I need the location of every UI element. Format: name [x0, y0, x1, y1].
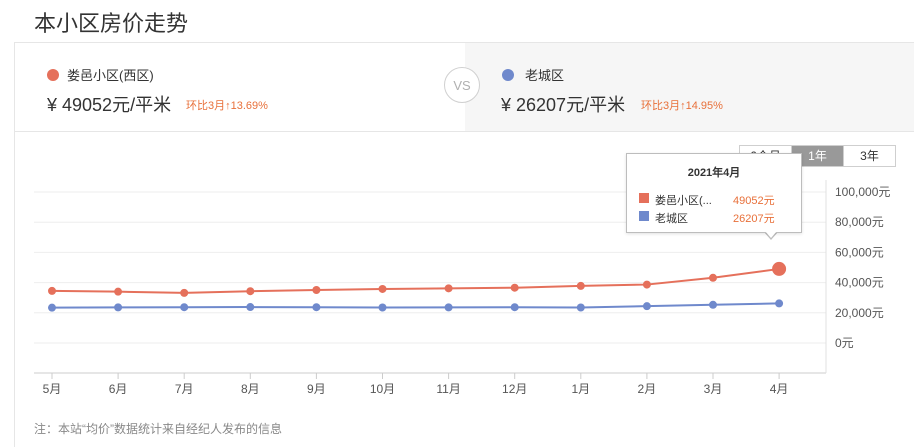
y-tick-label: 20,000元 [835, 306, 884, 320]
data-point [114, 287, 123, 296]
data-point [180, 303, 189, 312]
compare-left: 娄邑小区(西区) ¥ 49052元/平米 环比3月↑13.69% [15, 43, 464, 131]
data-point [444, 303, 453, 312]
data-point [312, 285, 321, 294]
data-point [246, 287, 255, 296]
tooltip-title: 2021年4月 [687, 167, 741, 179]
x-tick-label: 10月 [370, 382, 395, 396]
data-point [312, 303, 321, 312]
x-tick-label: 12月 [502, 382, 527, 396]
data-point [114, 303, 123, 312]
data-point [180, 288, 189, 297]
range-tab-1-year[interactable]: 1年 [792, 146, 844, 166]
tooltip-series-value: 26207元 [733, 213, 775, 225]
y-tick-label: 100,000元 [835, 185, 890, 199]
range-tab-3-years[interactable]: 3年 [844, 146, 895, 166]
x-tick-label: 5月 [43, 382, 62, 396]
data-point [510, 303, 519, 312]
tooltip-swatch-icon [639, 193, 649, 203]
tooltip-swatch-icon [639, 211, 649, 221]
left-price: ¥ 49052元/平米 [47, 95, 172, 115]
tooltip-series-name: 老城区 [655, 213, 688, 225]
y-tick-label: 40,000元 [835, 276, 884, 290]
x-tick-label: 2月 [638, 382, 657, 396]
footnote: 注：本站“均价”数据统计来自经纪人发布的信息 [34, 422, 282, 436]
right-area-name: 老城区 [525, 68, 565, 83]
x-tick-label: 3月 [704, 382, 723, 396]
data-point [775, 299, 784, 308]
tooltip-row-community: 娄邑小区(... 49052元 [639, 192, 799, 207]
data-point [246, 303, 255, 312]
series-line [51, 267, 780, 294]
x-tick-label: 6月 [109, 382, 128, 396]
data-point [576, 303, 585, 312]
left-change: 环比3月↑13.69% [186, 100, 268, 112]
x-tick-label: 4月 [770, 382, 789, 396]
tooltip-series-name: 娄邑小区(... [655, 195, 712, 207]
right-series-dot-icon [502, 69, 514, 81]
data-point [378, 284, 387, 293]
x-tick-label: 9月 [307, 382, 326, 396]
chart-tooltip: 2021年4月 娄邑小区(... 49052元 老城区 26207元 [626, 153, 802, 233]
data-point [48, 303, 56, 312]
data-point [576, 281, 585, 290]
highlighted-point [772, 261, 787, 276]
x-tick-label: 8月 [241, 382, 260, 396]
compare-header: 娄邑小区(西区) ¥ 49052元/平米 环比3月↑13.69% 老城区 ¥ 2… [15, 43, 914, 132]
data-point [709, 300, 717, 309]
right-change: 环比3月↑14.95% [641, 100, 723, 112]
page-title: 本小区房价走势 [34, 11, 189, 36]
y-tick-label: 80,000元 [835, 215, 884, 229]
vs-badge: VS [444, 67, 480, 103]
data-point [510, 283, 519, 292]
left-series-dot-icon [47, 69, 59, 81]
left-community-name: 娄邑小区(西区) [67, 68, 154, 83]
data-point [709, 273, 717, 282]
x-tick-label: 1月 [571, 382, 590, 396]
price-trend-panel: 娄邑小区(西区) ¥ 49052元/平米 环比3月↑13.69% 老城区 ¥ 2… [14, 42, 914, 447]
y-tick-label: 0元 [835, 336, 854, 350]
tooltip-arrow-fill [765, 231, 777, 238]
data-point [378, 303, 387, 312]
tooltip-row-area: 老城区 26207元 [639, 210, 799, 225]
x-tick-label: 7月 [175, 382, 194, 396]
y-tick-label: 60,000元 [835, 245, 884, 259]
data-point [444, 284, 453, 293]
data-point [642, 302, 651, 311]
data-point [642, 280, 651, 289]
series-line [51, 302, 780, 309]
data-point [48, 286, 56, 295]
compare-right: 老城区 ¥ 26207元/平米 环比3月↑14.95% [465, 43, 914, 131]
right-price: ¥ 26207元/平米 [501, 95, 626, 115]
tooltip-series-value: 49052元 [733, 195, 775, 207]
x-tick-label: 11月 [436, 382, 460, 396]
